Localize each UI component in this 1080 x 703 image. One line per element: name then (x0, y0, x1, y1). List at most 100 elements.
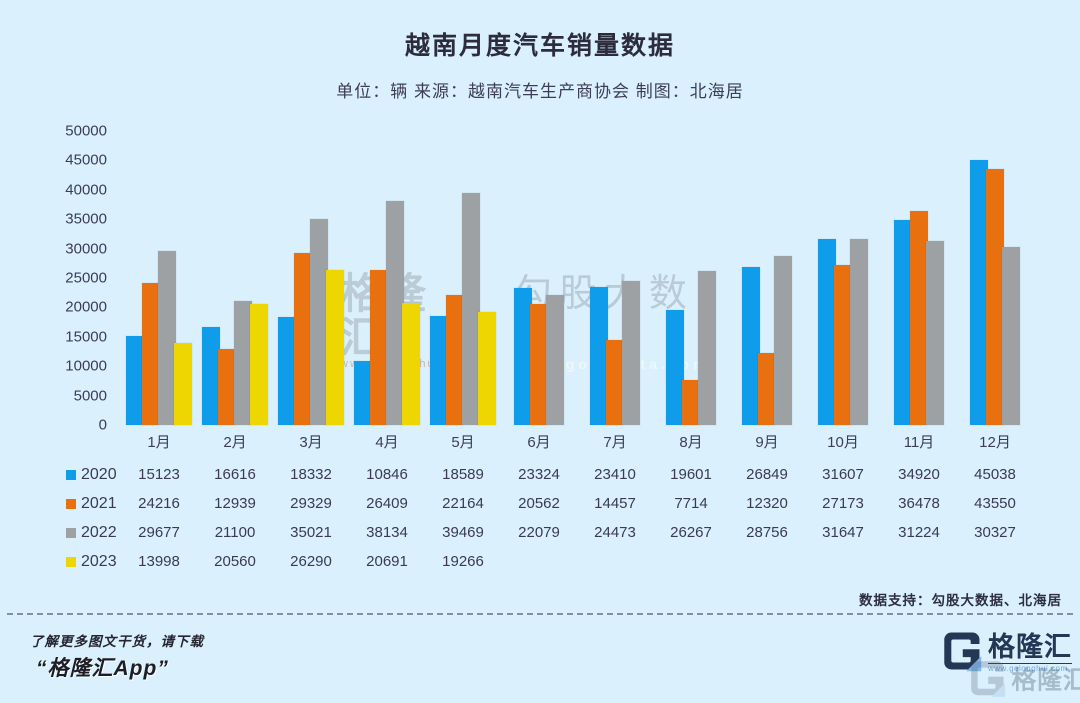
logo-url-text: www.gelonghui.com (988, 663, 1072, 673)
table-cell-2020-12月: 45038 (974, 466, 1016, 483)
table-cell-2021-11月: 36478 (898, 495, 940, 512)
table-cell-2022-6月: 22079 (518, 524, 560, 541)
gelonghui-logo-icon (939, 629, 983, 678)
gelonghui-logo: 格隆汇 www.gelonghui.com (939, 629, 1072, 678)
gelonghui-logo-icon (288, 272, 340, 324)
watermark-brand: 格隆汇 www.gelonghui.com (340, 270, 472, 371)
table-cell-2023-2月: 20560 (214, 553, 256, 570)
table-cell-2020-5月: 18589 (442, 466, 484, 483)
bar-2022-12月 (1002, 246, 1020, 425)
bar-2022-2月 (234, 300, 252, 425)
table-cell-2022-7月: 24473 (594, 524, 636, 541)
dashed-divider (7, 613, 1073, 615)
table-cell-2022-9月: 28756 (746, 524, 788, 541)
table-cell-2023-1月: 13998 (138, 553, 180, 570)
legend-label-2021: 2021 (81, 495, 117, 512)
bar-2020-10月 (818, 239, 836, 425)
y-axis-tick-label: 5000 (73, 387, 107, 405)
legend-swatch-2022 (66, 528, 76, 538)
table-cell-2021-6月: 20562 (518, 495, 560, 512)
bar-2022-6月 (546, 295, 564, 425)
x-axis-label: 10月 (827, 434, 859, 451)
chart-subtitle: 单位：辆 来源：越南汽车生产商协会 制图：北海居 (336, 82, 744, 101)
table-cell-2020-3月: 18332 (290, 466, 332, 483)
bar-2020-3月 (278, 317, 296, 425)
legend-swatch-2020 (66, 470, 76, 480)
table-cell-2023-3月: 26290 (290, 553, 332, 570)
y-axis-tick-label: 50000 (65, 122, 107, 140)
bar-2021-2月 (218, 348, 236, 425)
bar-2022-3月 (310, 219, 328, 425)
table-cell-2021-5月: 22164 (442, 495, 484, 512)
bar-2021-7月 (606, 340, 624, 425)
x-axis-label: 6月 (527, 434, 551, 451)
footer-promo-line1: 了解更多图文干货，请下载 (30, 634, 204, 649)
table-cell-2022-1月: 29677 (138, 524, 180, 541)
table-cell-2022-11月: 31224 (898, 524, 940, 541)
table-cell-2022-2月: 21100 (214, 524, 256, 541)
bar-2022-1月 (158, 250, 176, 425)
bar-2021-4月 (370, 269, 388, 425)
x-axis-label: 11月 (903, 434, 935, 451)
table-cell-2022-4月: 38134 (366, 524, 408, 541)
table-cell-2021-12月: 43550 (974, 495, 1016, 512)
bar-2021-9月 (758, 352, 776, 425)
bar-2022-10月 (850, 238, 868, 425)
gelonghui-logo-icon (966, 658, 1006, 703)
x-axis-label: 5月 (451, 434, 475, 451)
table-cell-2022-8月: 26267 (670, 524, 712, 541)
y-axis-tick-label: 40000 (65, 181, 107, 199)
data-support-note: 数据支持：勾股大数据、北海居 (859, 593, 1062, 608)
table-cell-2021-4月: 26409 (366, 495, 408, 512)
bar-2020-8月 (666, 309, 684, 425)
x-axis-label: 2月 (223, 434, 247, 451)
bar-2020-12月 (970, 160, 988, 425)
bar-2022-8月 (698, 270, 716, 425)
bar-2020-9月 (742, 267, 760, 425)
y-axis-tick-label: 20000 (65, 298, 107, 316)
table-cell-2023-4月: 20691 (366, 553, 408, 570)
y-axis-tick-label: 15000 (65, 328, 107, 346)
legend-label-2022: 2022 (81, 524, 117, 541)
bar-2021-12月 (986, 168, 1004, 425)
bar-2023-4月 (402, 303, 420, 425)
x-axis-label: 7月 (603, 434, 627, 451)
watermark-brand-text: 格隆汇 (340, 270, 429, 361)
bar-2023-2月 (250, 304, 268, 425)
table-cell-2021-10月: 27173 (822, 495, 864, 512)
logo-brand-text: 格隆汇 (988, 632, 1072, 662)
watermark-partner: 勾股大数据 www.gogudata.com (514, 272, 710, 372)
x-axis-label: 12月 (979, 434, 1011, 451)
x-axis-label: 8月 (679, 434, 703, 451)
watermark: 格隆汇 www.gelonghui.com 勾股大数据 www.gogudata… (288, 272, 706, 372)
table-cell-2021-9月: 12320 (746, 495, 788, 512)
watermark-partner-url: www.gogudata.com (513, 356, 710, 372)
table-cell-2023-5月: 19266 (442, 553, 484, 570)
table-cell-2021-1月: 24216 (138, 495, 180, 512)
logo-brand-text: 格隆汇 (1011, 666, 1080, 694)
table-cell-2020-7月: 23410 (594, 466, 636, 483)
bar-2023-3月 (326, 270, 344, 425)
bar-2021-8月 (682, 379, 700, 425)
bar-2021-5月 (446, 294, 464, 425)
y-axis-tick-label: 25000 (65, 269, 107, 287)
x-axis-label: 1月 (147, 434, 171, 451)
table-cell-2020-9月: 26849 (746, 466, 788, 483)
legend-swatch-2021 (66, 499, 76, 509)
table-cell-2020-4月: 10846 (366, 466, 408, 483)
table-cell-2022-12月: 30327 (974, 524, 1016, 541)
legend-swatch-2023 (66, 557, 76, 567)
table-cell-2022-5月: 39469 (442, 524, 484, 541)
bar-2021-1月 (142, 282, 160, 425)
bar-2022-4月 (386, 200, 404, 425)
bar-2020-6月 (514, 287, 532, 425)
gelonghui-logo-watermark: 格隆汇 (966, 658, 1080, 703)
bar-2022-5月 (462, 192, 480, 425)
bar-2020-7月 (590, 287, 608, 425)
table-cell-2020-6月: 23324 (518, 466, 560, 483)
footer-promo-app-name: “格隆汇App” (36, 657, 169, 680)
table-cell-2020-8月: 19601 (670, 466, 712, 483)
bar-2023-1月 (174, 342, 192, 425)
table-cell-2021-3月: 29329 (290, 495, 332, 512)
bar-2021-10月 (834, 265, 852, 425)
